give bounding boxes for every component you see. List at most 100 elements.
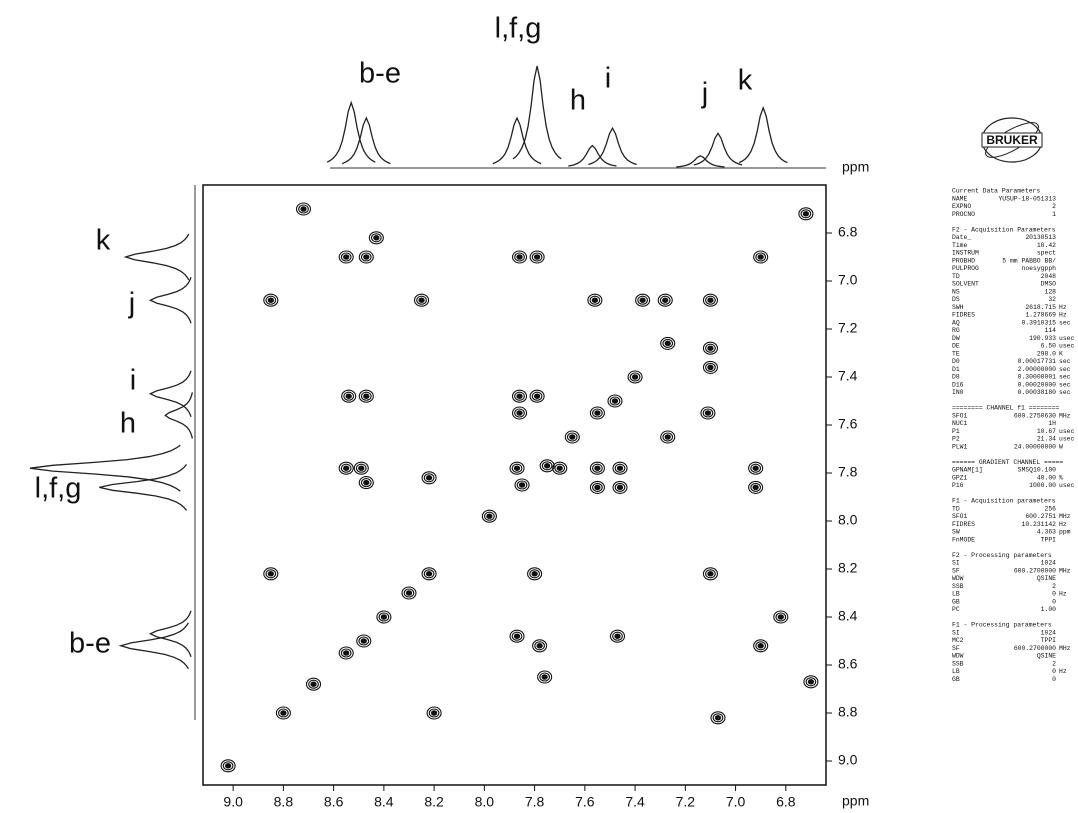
contour-ring bbox=[265, 295, 277, 305]
contour-ring bbox=[614, 463, 626, 473]
param-value: 0.00017731 bbox=[1018, 358, 1057, 365]
contour-ring bbox=[300, 206, 307, 212]
contour-ring bbox=[529, 250, 545, 264]
param-name: PC bbox=[952, 606, 960, 613]
param-name: DE bbox=[952, 343, 960, 350]
param-name: SSB bbox=[952, 583, 964, 590]
param-name: SSB bbox=[952, 660, 964, 667]
param-value: 32 bbox=[1048, 296, 1056, 303]
x-tick-label: 7.6 bbox=[575, 794, 595, 810]
contour-ring bbox=[587, 293, 603, 307]
y-axis-label: ppm bbox=[842, 159, 869, 175]
param-name: MC2 bbox=[952, 637, 964, 644]
param-name: NUC1 bbox=[952, 420, 968, 427]
contour-ring bbox=[486, 513, 493, 519]
param-value: 2048 bbox=[1041, 273, 1057, 280]
plot-frame bbox=[202, 184, 827, 786]
contour-ring bbox=[373, 235, 380, 241]
param-name: SWH bbox=[952, 304, 964, 311]
contour-ring bbox=[541, 461, 553, 471]
cross-peak bbox=[263, 293, 279, 307]
logo-ring bbox=[985, 122, 1039, 158]
contour-ring bbox=[777, 614, 784, 620]
contour-ring bbox=[267, 297, 274, 303]
param-name: P1 bbox=[952, 428, 960, 435]
x-tick-label: 7.8 bbox=[525, 794, 545, 810]
contour-ring bbox=[356, 634, 372, 648]
param-value: 128 bbox=[1044, 288, 1056, 295]
f2-peak-label: j bbox=[701, 78, 708, 110]
param-heading: F2 - Processing parameters bbox=[952, 552, 1052, 559]
f1-projection-peak bbox=[118, 622, 189, 670]
cross-peak bbox=[660, 430, 676, 444]
f1-projection-peak bbox=[148, 370, 192, 418]
cross-peak bbox=[612, 480, 628, 494]
contour-ring bbox=[516, 254, 523, 260]
cross-peak bbox=[263, 567, 279, 581]
cross-peak bbox=[376, 610, 392, 624]
cross-peak bbox=[358, 250, 374, 264]
param-value: 0.00038180 bbox=[1018, 389, 1057, 396]
x-tick-label: 9.0 bbox=[223, 794, 243, 810]
param-value: 0 bbox=[1052, 598, 1056, 605]
cross-peak bbox=[609, 629, 626, 643]
bruker-logo: BRUKER bbox=[981, 117, 1043, 163]
y-tick-label: 8.6 bbox=[838, 656, 858, 672]
param-name: PULPROG bbox=[952, 265, 979, 272]
param-name: D0 bbox=[952, 358, 960, 365]
contour-ring bbox=[712, 713, 724, 723]
contour-ring bbox=[222, 761, 234, 771]
cross-peak bbox=[414, 293, 430, 307]
f2-peak-label: b-e bbox=[359, 58, 401, 90]
contour-ring bbox=[592, 463, 603, 473]
contour-ring bbox=[556, 465, 563, 471]
contour-ring bbox=[700, 406, 716, 420]
contour-ring bbox=[516, 393, 523, 399]
y-tick-label: 9.0 bbox=[838, 752, 858, 768]
cross-peak bbox=[587, 293, 603, 307]
param-value: 10.67 bbox=[1037, 428, 1056, 435]
param-value: 190.933 bbox=[1029, 335, 1056, 342]
contour-ring bbox=[705, 362, 716, 372]
f2-peak-label: k bbox=[738, 65, 753, 97]
f1-projection-peak bbox=[123, 233, 190, 281]
contour-ring bbox=[278, 708, 289, 718]
param-value: 600.2700000 bbox=[1014, 567, 1056, 574]
f2-projection-peak bbox=[341, 116, 391, 165]
contour-ring bbox=[807, 679, 815, 685]
contour-ring bbox=[660, 430, 676, 444]
contour-ring bbox=[714, 715, 722, 721]
param-name: PROBHD bbox=[952, 257, 975, 264]
param-value: 1H bbox=[1048, 420, 1056, 427]
x-tick-label: 7.4 bbox=[625, 794, 645, 810]
contour-ring bbox=[800, 209, 812, 219]
contour-ring bbox=[552, 461, 568, 475]
contour-ring bbox=[401, 586, 417, 600]
param-name: FIDRES bbox=[952, 312, 975, 319]
param-name: P2 bbox=[952, 436, 960, 443]
contour-ring bbox=[340, 648, 352, 658]
param-value: 20130513 bbox=[1025, 234, 1056, 241]
param-value: 1.00 bbox=[1041, 606, 1057, 613]
logo-text: BRUKER bbox=[986, 133, 1038, 147]
y-tick-label: 8.4 bbox=[838, 608, 858, 624]
contour-ring bbox=[614, 482, 626, 492]
contour-ring bbox=[755, 641, 767, 651]
x-tick-label: 8.8 bbox=[274, 794, 294, 810]
param-name: TD bbox=[952, 505, 960, 512]
f1-peak-label: b-e bbox=[69, 628, 111, 660]
contour-ring bbox=[511, 631, 523, 641]
param-value: 0.30000001 bbox=[1018, 374, 1057, 381]
contour-ring bbox=[421, 471, 437, 485]
cross-peak bbox=[356, 634, 372, 648]
contour-ring bbox=[343, 465, 350, 471]
contour-ring bbox=[616, 484, 624, 491]
contour-ring bbox=[338, 250, 354, 264]
param-unit: sec bbox=[1059, 319, 1071, 326]
cross-peak bbox=[275, 706, 291, 720]
cross-peak bbox=[529, 250, 545, 264]
param-name: SOLVENT bbox=[952, 281, 979, 288]
x-axis-label: ppm bbox=[842, 793, 869, 809]
contour-ring bbox=[340, 463, 352, 473]
f1-peak-label: k bbox=[96, 225, 111, 257]
